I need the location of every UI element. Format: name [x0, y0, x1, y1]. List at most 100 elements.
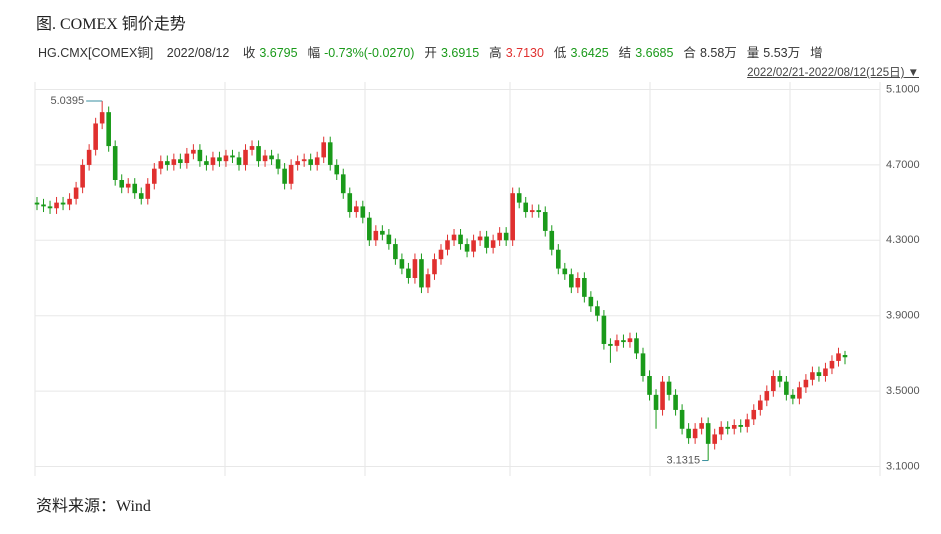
- candle-body: [471, 240, 476, 252]
- candle-body: [836, 353, 841, 361]
- candle-body: [510, 193, 515, 241]
- candle-body: [575, 278, 581, 288]
- candle-body: [725, 426, 731, 429]
- y-tick-label: 3.1000: [886, 460, 920, 472]
- candle-body: [158, 161, 164, 169]
- candle-body: [178, 159, 183, 164]
- candle-body: [797, 387, 802, 399]
- candle-body: [562, 268, 568, 275]
- min-label: 3.1315: [667, 454, 701, 466]
- field-label: 结: [618, 46, 632, 60]
- candle-body: [744, 419, 750, 427]
- field-value: 3.6795: [259, 46, 298, 60]
- field-value: -0.73%(-0.0270): [324, 46, 415, 60]
- candle-body: [93, 123, 98, 150]
- candle-body: [165, 161, 170, 165]
- candle-body: [99, 112, 105, 124]
- candle-body: [54, 202, 59, 209]
- candle-body: [673, 394, 678, 410]
- candle-body: [380, 230, 385, 235]
- candle-body: [119, 180, 125, 188]
- candle-body: [340, 174, 346, 194]
- candle-body: [490, 240, 496, 248]
- candle-body: [699, 423, 704, 429]
- candle-body: [314, 157, 320, 165]
- field-label: 收: [242, 46, 256, 60]
- candle-body: [823, 368, 828, 376]
- candle-body: [106, 112, 111, 147]
- candle-body: [301, 159, 307, 162]
- candle-body: [217, 157, 222, 162]
- candle-body: [249, 146, 255, 150]
- candle-body: [282, 168, 287, 184]
- date: 2022/08/12: [166, 46, 230, 60]
- candle-body: [438, 249, 444, 260]
- candle-body: [516, 193, 522, 203]
- month-dividers: [34, 82, 881, 476]
- candle-body: [432, 259, 437, 275]
- candle-body: [256, 146, 261, 162]
- candle-body: [425, 274, 431, 288]
- candle-body: [705, 423, 711, 444]
- extra: 增: [810, 46, 823, 60]
- candle-body: [816, 372, 822, 376]
- candle-body: [751, 409, 757, 420]
- candle-body: [112, 146, 118, 180]
- candle-body: [321, 142, 327, 158]
- field-label: 幅: [307, 46, 321, 60]
- candle-body: [569, 274, 574, 288]
- candle-body: [601, 315, 607, 344]
- candle-body: [477, 236, 483, 241]
- field-label: 低: [553, 46, 567, 60]
- candle-body: [634, 338, 639, 354]
- candle-body: [132, 183, 138, 194]
- candle-body: [666, 381, 672, 395]
- candle-body: [295, 161, 300, 165]
- candle-body: [686, 428, 691, 439]
- candle-body: [412, 259, 418, 278]
- source: 资料来源：Wind: [36, 498, 151, 515]
- candle-body: [621, 340, 626, 343]
- candle-body: [399, 259, 405, 269]
- candle-body: [236, 157, 242, 165]
- candle-body: [712, 434, 717, 444]
- candle-body: [288, 164, 294, 184]
- quote-header: HG.CMX[COMEX铜] 2022/08/12 收 3.6795 幅 -0.73%…: [38, 42, 827, 61]
- y-tick-label: 5.1000: [886, 83, 920, 95]
- y-tick-label: 4.7000: [886, 159, 920, 171]
- chart-title: 图. COMEX 铜价走势: [36, 16, 186, 33]
- candle-body: [660, 381, 665, 410]
- candle-body: [757, 400, 763, 410]
- candle-body: [503, 232, 509, 241]
- candle-body: [60, 202, 66, 205]
- range-text[interactable]: 2022/02/21-2022/08/12(125日): [747, 67, 905, 79]
- candle-body: [151, 168, 157, 184]
- candle-body: [367, 217, 372, 241]
- candle-body: [627, 338, 633, 343]
- y-tick-label: 4.3000: [886, 234, 920, 246]
- candle-body: [210, 157, 216, 165]
- candle-body: [275, 159, 281, 169]
- candle-body: [347, 193, 353, 213]
- field-label: 合: [683, 46, 696, 60]
- candle-body: [230, 155, 235, 158]
- candle-body: [829, 360, 835, 369]
- y-tick-label: 3.5000: [886, 385, 920, 397]
- candle-body: [542, 212, 548, 231]
- candle-body: [73, 187, 79, 199]
- candle-body: [373, 230, 379, 241]
- candle-body: [353, 206, 359, 213]
- candle-body: [138, 193, 144, 199]
- field-label: 开: [424, 46, 437, 60]
- max-label: 5.0395: [51, 95, 85, 107]
- candle-body: [653, 394, 659, 410]
- field-value: 3.7130: [505, 46, 544, 60]
- field-value: 8.58万: [699, 46, 737, 60]
- candle-body: [640, 353, 646, 376]
- candle-body: [145, 183, 151, 199]
- candle-body: [790, 394, 796, 399]
- candle-body: [771, 376, 776, 392]
- candle-body: [86, 149, 92, 165]
- range-label[interactable]: 2022/02/21-2022/08/12(125日) ▼: [747, 67, 919, 79]
